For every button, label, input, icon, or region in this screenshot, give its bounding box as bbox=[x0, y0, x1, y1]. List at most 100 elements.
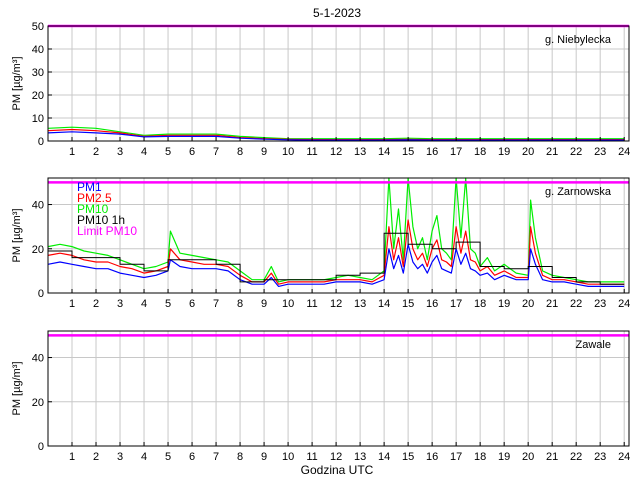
x-tick-label: 18 bbox=[474, 146, 486, 158]
x-tick-label: 6 bbox=[189, 146, 195, 158]
y-tick-label: 0 bbox=[38, 441, 44, 453]
figure-title: 5-1-2023 bbox=[313, 6, 361, 20]
x-tick-label: 4 bbox=[141, 146, 147, 158]
x-tick-label: 2 bbox=[93, 146, 99, 158]
x-tick-label: 15 bbox=[402, 298, 414, 310]
x-tick-label: 19 bbox=[498, 298, 510, 310]
x-tick-label: 10 bbox=[282, 146, 294, 158]
y-tick-label: 20 bbox=[32, 90, 44, 102]
plot-frame bbox=[47, 25, 630, 142]
plot-frame bbox=[47, 177, 630, 294]
x-tick-label: 18 bbox=[474, 298, 486, 310]
x-tick-label: 21 bbox=[546, 146, 558, 158]
x-tick-label: 14 bbox=[378, 298, 390, 310]
legend-entry-limit: Limit PM10 bbox=[77, 224, 137, 238]
x-tick-label: 12 bbox=[330, 451, 342, 463]
x-tick-label: 24 bbox=[618, 146, 630, 158]
series-line-pm25 bbox=[47, 219, 625, 285]
x-tick-label: 3 bbox=[117, 298, 123, 310]
y-tick-label: 30 bbox=[32, 67, 44, 79]
x-tick-label: 9 bbox=[261, 146, 267, 158]
x-tick-label: 23 bbox=[594, 298, 606, 310]
x-tick-label: 19 bbox=[498, 451, 510, 463]
legend-entry-pm10_1h: PM10 1h bbox=[77, 213, 125, 227]
station-name: g. Zarnowska bbox=[545, 186, 612, 198]
x-tick-label: 12 bbox=[330, 298, 342, 310]
x-tick-label: 11 bbox=[306, 146, 317, 158]
x-tick-label: 5 bbox=[165, 451, 171, 463]
x-tick-label: 13 bbox=[354, 451, 366, 463]
plot-frame bbox=[47, 330, 630, 447]
x-tick-label: 11 bbox=[306, 451, 317, 463]
x-tick-label: 16 bbox=[426, 298, 438, 310]
x-axis-label: Godzina UTC bbox=[301, 463, 374, 477]
x-tick-label: 16 bbox=[426, 146, 438, 158]
x-tick-label: 7 bbox=[213, 146, 219, 158]
legend-entry-pm10: PM10 bbox=[77, 202, 109, 216]
y-tick-label: 10 bbox=[32, 113, 44, 125]
x-tick-label: 10 bbox=[282, 298, 294, 310]
chart-panel-3: 1 2 3 4 5 6 7 8 9 10 11 12 13 14 15 16 17 18 19 20 21 22 23 240… bbox=[11, 330, 630, 463]
x-tick-label: 24 bbox=[618, 298, 630, 310]
x-tick-label: 21 bbox=[546, 298, 558, 310]
y-tick-label: 20 bbox=[32, 397, 44, 409]
x-tick-label: 19 bbox=[498, 146, 510, 158]
x-tick-label: 17 bbox=[450, 146, 462, 158]
x-tick-label: 6 bbox=[189, 451, 195, 463]
legend-entry-pm1: PM1 bbox=[77, 180, 102, 194]
y-tick-label: 40 bbox=[32, 44, 44, 56]
x-tick-label: 11 bbox=[306, 298, 317, 310]
y-tick-label: 40 bbox=[32, 353, 44, 365]
y-tick-label: 0 bbox=[38, 136, 44, 148]
x-tick-label: 3 bbox=[117, 146, 123, 158]
x-tick-label: 5 bbox=[165, 146, 171, 158]
x-tick-label: 8 bbox=[237, 146, 243, 158]
x-tick-label: 1 bbox=[69, 146, 75, 158]
x-tick-label: 22 bbox=[570, 146, 582, 158]
x-tick-label: 7 bbox=[213, 451, 219, 463]
chart-panel-2: 1 2 3 4 5 6 7 8 9 10 11 12 13 14 15 16 17 18 19 20 21 22 23 240… bbox=[11, 177, 630, 310]
x-tick-label: 4 bbox=[141, 451, 147, 463]
x-tick-label: 8 bbox=[237, 451, 243, 463]
x-tick-label: 4 bbox=[141, 298, 147, 310]
x-tick-label: 1 bbox=[69, 298, 75, 310]
x-tick-label: 2 bbox=[93, 451, 99, 463]
x-tick-label: 24 bbox=[618, 451, 630, 463]
y-tick-label: 40 bbox=[32, 200, 44, 212]
station-name: g. Niebylecka bbox=[545, 34, 612, 46]
x-tick-label: 6 bbox=[189, 298, 195, 310]
x-tick-label: 2 bbox=[93, 298, 99, 310]
x-tick-label: 15 bbox=[402, 146, 414, 158]
x-tick-label: 14 bbox=[378, 146, 390, 158]
x-tick-label: 13 bbox=[354, 146, 366, 158]
x-tick-label: 3 bbox=[117, 451, 123, 463]
x-tick-label: 23 bbox=[594, 146, 606, 158]
y-tick-label: 20 bbox=[32, 244, 44, 256]
x-tick-label: 17 bbox=[450, 451, 462, 463]
series-line-pm1 bbox=[47, 243, 625, 287]
x-tick-label: 20 bbox=[522, 298, 534, 310]
x-tick-label: 21 bbox=[546, 451, 558, 463]
x-tick-label: 8 bbox=[237, 298, 243, 310]
y-axis-label: PM [µg/m³] bbox=[11, 56, 23, 110]
x-tick-label: 12 bbox=[330, 146, 342, 158]
legend-entry-pm25: PM2.5 bbox=[77, 191, 112, 205]
x-tick-label: 22 bbox=[570, 298, 582, 310]
x-tick-label: 10 bbox=[282, 451, 294, 463]
series-line-pm10 bbox=[47, 177, 625, 283]
x-tick-label: 5 bbox=[165, 298, 171, 310]
x-tick-label: 20 bbox=[522, 146, 534, 158]
x-tick-label: 22 bbox=[570, 451, 582, 463]
x-tick-label: 1 bbox=[69, 451, 75, 463]
station-name: Zawale bbox=[576, 339, 611, 351]
y-axis-label: PM [µg/m³] bbox=[11, 208, 23, 262]
x-tick-label: 18 bbox=[474, 451, 486, 463]
x-tick-label: 15 bbox=[402, 451, 414, 463]
y-tick-label: 0 bbox=[38, 288, 44, 300]
x-tick-label: 23 bbox=[594, 451, 606, 463]
x-tick-label: 9 bbox=[261, 298, 267, 310]
x-tick-label: 17 bbox=[450, 298, 462, 310]
x-tick-label: 13 bbox=[354, 298, 366, 310]
x-tick-label: 9 bbox=[261, 451, 267, 463]
